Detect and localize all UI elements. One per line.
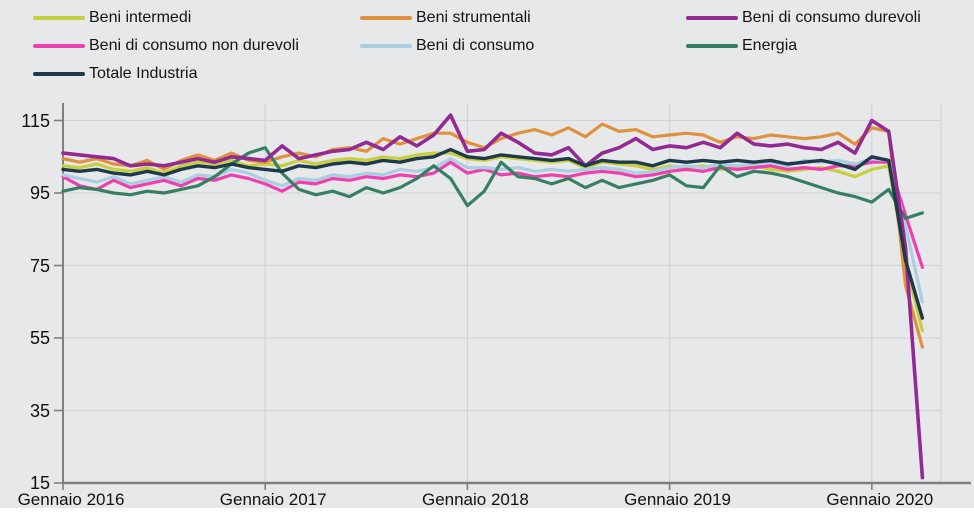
legend-item-beni-di-consumo-non-durevoli: Beni di consumo non durevoli: [33, 37, 299, 54]
y-tick-label: 55: [29, 328, 50, 348]
legend-label: Beni di consumo non durevoli: [89, 37, 299, 54]
legend-item-beni-strumentali: Beni strumentali: [360, 9, 531, 26]
legend-label: Beni di consumo durevoli: [742, 9, 921, 26]
legend-swatch-beni-di-consumo: [360, 43, 412, 49]
x-tick-label: Gennaio 2019: [624, 490, 731, 509]
legend-item-totale-industria: Totale Industria: [33, 65, 198, 82]
series-line-beni-di-consumo-non-durevoli: [61, 160, 924, 269]
legend-item-beni-intermedi: Beni intermedi: [33, 9, 192, 26]
legend-swatch-beni-strumentali: [360, 15, 412, 21]
series-line-totale-industria: [61, 147, 925, 320]
legend-item-beni-di-consumo-durevoli: Beni di consumo durevoli: [686, 9, 921, 26]
legend-item-beni-di-consumo: Beni di consumo: [360, 37, 535, 54]
legend-swatch-beni-di-consumo-durevoli: [686, 15, 738, 21]
y-tick-label: 35: [29, 400, 50, 421]
y-tick-label: 95: [29, 183, 50, 203]
x-tick-label: Gennaio 2020: [826, 490, 934, 509]
series-line-beni-di-consumo: [61, 157, 924, 304]
y-tick-label: 75: [29, 255, 50, 276]
legend-label: Energia: [742, 37, 798, 54]
legend-label: Beni intermedi: [89, 9, 192, 26]
legend-label: Beni strumentali: [416, 9, 531, 26]
y-tick-label: 15: [29, 473, 50, 493]
bottom-strip: [0, 508, 974, 518]
x-tick-label: Gennaio 2017: [219, 490, 327, 509]
legend-swatch-beni-intermedi: [33, 15, 85, 21]
series-line-energia: [61, 146, 924, 220]
legend-swatch-totale-industria: [33, 71, 85, 77]
legend-swatch-energia: [686, 43, 738, 49]
y-tick-label: 115: [21, 110, 50, 131]
legend-label: Totale Industria: [89, 65, 198, 82]
x-tick-label: Gennaio 2018: [421, 490, 529, 509]
legend-swatch-beni-di-consumo-non-durevoli: [33, 43, 85, 49]
x-tick-label: Gennaio 2016: [17, 490, 125, 509]
legend-item-energia: Energia: [686, 37, 798, 54]
series-line-beni-intermedi: [61, 151, 924, 333]
legend-label: Beni di consumo: [416, 37, 535, 54]
series-line-beni-di-consumo-durevoli: [61, 113, 925, 480]
